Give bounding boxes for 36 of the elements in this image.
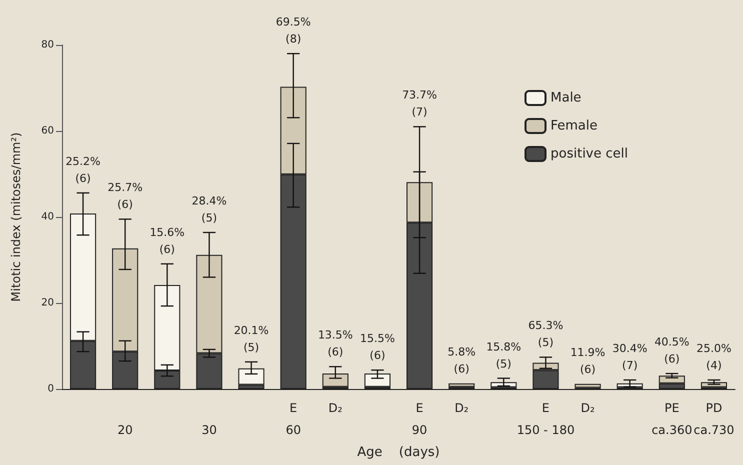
annotation: 15.6% (6): [150, 226, 185, 256]
annotation: 73.7% (7): [402, 88, 438, 119]
x-tick-label: D₂: [328, 401, 343, 415]
x-tick-label: D₂: [454, 401, 469, 415]
annotation: 11.9% (6): [570, 346, 606, 376]
annotation: 30.4% (7): [612, 342, 648, 372]
y-axis-title: Mitotic index (mitoses/mm²): [9, 132, 23, 302]
annotation: 25.7% (6): [108, 181, 143, 212]
legend-label: positive cell: [550, 146, 628, 162]
legend-label: Male: [550, 90, 582, 106]
y-tick-label: 60: [41, 126, 54, 136]
annotation: 15.5% (6): [360, 332, 395, 362]
x-tick-label: PD ca.730: [694, 401, 734, 437]
x-tick-label: E 90: [412, 401, 428, 437]
x-tick-label: D₂: [580, 401, 595, 415]
annotation: 25.0% (4): [696, 342, 732, 372]
annotation: 5.8% (6): [448, 345, 476, 376]
y-tick-label: 80: [41, 40, 54, 50]
x-axis-title: Age (days): [357, 444, 440, 460]
y-tick-label: 0: [48, 384, 54, 394]
x-tick-label: E 60: [286, 401, 301, 437]
x-tick-label: E 150 - 180: [516, 401, 575, 437]
annotation: 65.3% (5): [528, 319, 564, 350]
legend-label: Female: [550, 118, 598, 134]
annotation: 69.5% (8): [276, 16, 311, 46]
x-tick-label: 20: [117, 423, 133, 437]
annotation: 40.5% (6): [654, 336, 690, 366]
annotation: 25.2% (6): [66, 154, 101, 185]
x-tick-label: 30: [202, 423, 217, 437]
annotation: 20.1% (5): [234, 324, 269, 354]
annotation: 28.4% (5): [192, 194, 227, 224]
annotation: 13.5% (6): [318, 328, 353, 359]
annotation: 15.8% (5): [486, 340, 522, 370]
x-tick-label: PE ca.360: [652, 401, 692, 437]
y-tick-label: 20: [41, 298, 54, 308]
y-tick-label: 40: [41, 212, 54, 222]
